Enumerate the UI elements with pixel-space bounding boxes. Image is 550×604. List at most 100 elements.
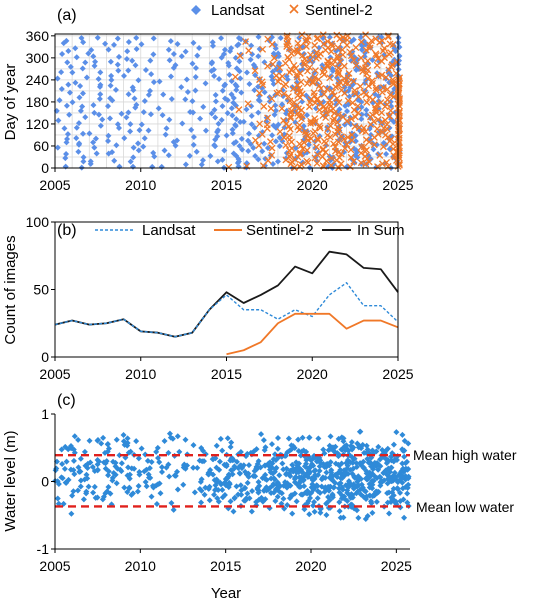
landsat-point (207, 152, 214, 159)
sentinel-point (294, 39, 302, 47)
landsat-point (55, 117, 62, 124)
water-level-point (317, 459, 324, 466)
water-level-point (355, 476, 362, 483)
landsat-point (211, 72, 218, 79)
water-level-point (212, 487, 219, 494)
landsat-point (112, 86, 119, 93)
sentinel-point (362, 136, 370, 144)
landsat-point (341, 121, 348, 128)
water-level-point (229, 455, 236, 462)
water-level-point (389, 495, 396, 502)
water-level-point (368, 463, 375, 470)
landsat-point (199, 157, 206, 164)
sentinel-point (319, 31, 327, 39)
landsat-point (272, 107, 279, 114)
landsat-point (367, 131, 374, 138)
landsat-point (173, 137, 180, 144)
panel-c: (c) Water level (m) -1 0 1 2005 2010 2015 2020… (2, 392, 517, 602)
landsat-point (247, 56, 254, 63)
water-level-point (344, 489, 351, 496)
legend-landsat-marker (191, 5, 201, 15)
water-level-point (147, 474, 154, 481)
landsat-point (140, 143, 147, 150)
landsat-point (276, 143, 283, 150)
landsat-point (193, 148, 200, 155)
water-level-point (359, 441, 366, 448)
sentinel-point (383, 158, 391, 166)
landsat-point (223, 132, 230, 139)
water-level-point (402, 465, 409, 472)
sentinel-point (255, 89, 263, 97)
panel-c-label: (c) (57, 392, 76, 409)
water-level-point (206, 483, 213, 490)
landsat-point (243, 69, 250, 76)
water-level-point (113, 436, 120, 443)
water-level-point (325, 483, 332, 490)
landsat-point (130, 163, 137, 170)
water-level-point (379, 447, 386, 454)
sentinel-point (327, 122, 335, 130)
landsat-point (192, 87, 199, 94)
landsat-point (214, 133, 221, 140)
landsat-point (116, 163, 123, 170)
sentinel-point (258, 131, 266, 138)
landsat-point (276, 60, 283, 67)
sentinel-point (298, 31, 306, 39)
landsat-point (363, 111, 370, 118)
landsat-point (142, 66, 149, 73)
sentinel-point (344, 133, 352, 141)
water-level-point (141, 468, 148, 475)
landsat-point (140, 109, 147, 116)
water-level-point (103, 458, 110, 465)
water-level-point (238, 491, 245, 498)
water-level-point (280, 495, 287, 502)
water-level-point (280, 466, 287, 473)
landsat-point (396, 44, 403, 51)
water-level-point (244, 490, 251, 497)
landsat-point (239, 146, 246, 153)
sentinel-point (350, 77, 358, 85)
water-level-point (190, 464, 197, 471)
landsat-point (105, 103, 112, 110)
sentinel-point (287, 107, 295, 115)
water-level-point (201, 458, 208, 465)
landsat-point (319, 62, 326, 69)
water-level-point (308, 489, 315, 496)
sentinel-point (347, 146, 355, 154)
landsat-point (358, 115, 365, 122)
water-level-point (401, 453, 408, 460)
landsat-point (75, 148, 82, 155)
landsat-point (133, 101, 140, 108)
water-level-point (228, 439, 235, 446)
landsat-point (192, 74, 199, 81)
water-level-point (219, 494, 226, 501)
landsat-point (160, 91, 167, 98)
sentinel-point (299, 52, 306, 60)
sentinel-point (307, 135, 315, 143)
landsat-point (211, 142, 218, 149)
water-level-point (196, 457, 203, 464)
sentinel-point (372, 51, 380, 59)
sentinel-point (311, 41, 319, 49)
water-level-point (350, 465, 357, 472)
sentinel-point (341, 144, 349, 152)
water-level-point (344, 497, 351, 504)
water-level-point (182, 465, 189, 472)
sentinel-point (378, 37, 386, 45)
water-level-point (227, 443, 234, 450)
sentinel-point (337, 160, 345, 168)
sentinel-point (395, 76, 403, 84)
sentinel-point (332, 83, 340, 91)
landsat-point (235, 35, 242, 42)
landsat-point (97, 69, 104, 76)
sentinel-point (389, 78, 397, 86)
landsat-point (250, 144, 257, 151)
water-level-point (86, 437, 93, 444)
xtick-label: 2005 (39, 366, 70, 382)
water-level-point (198, 476, 205, 483)
water-level-point (285, 435, 292, 442)
sentinel-point (343, 41, 351, 49)
landsat-point (238, 135, 245, 142)
water-level-point (155, 454, 162, 461)
water-level-point (382, 468, 389, 475)
